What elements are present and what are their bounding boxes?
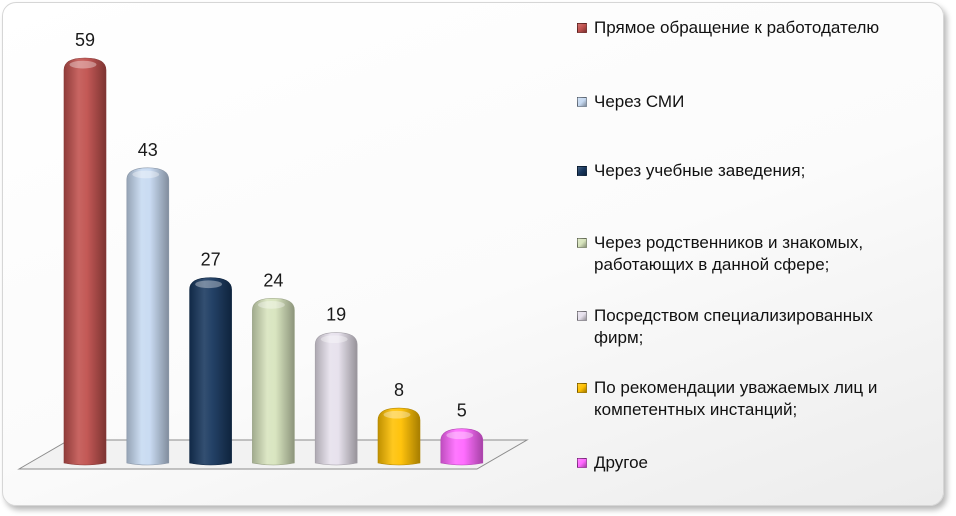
bar-highlight-5 bbox=[320, 335, 348, 344]
bar-highlight-7 bbox=[446, 431, 474, 440]
bar-highlight-4 bbox=[257, 301, 285, 309]
bar-1 bbox=[63, 57, 107, 466]
plot-area: 59 43 27 24 19 8 5 bbox=[17, 30, 529, 470]
legend-item-5: Посредством специализированных фирм; bbox=[577, 305, 924, 349]
bar-highlight-2 bbox=[132, 170, 160, 179]
bar-2 bbox=[126, 167, 170, 466]
bar-body-6 bbox=[377, 407, 421, 466]
bar-body-2 bbox=[126, 167, 170, 466]
legend-swatch-7 bbox=[577, 458, 587, 468]
legend-swatch-6 bbox=[577, 383, 587, 393]
bar-highlight-1 bbox=[69, 60, 97, 69]
legend-swatch-4 bbox=[577, 238, 587, 248]
bar-5 bbox=[314, 332, 358, 466]
bar-4 bbox=[252, 297, 295, 466]
bar-6 bbox=[377, 407, 421, 466]
bar-3 bbox=[189, 277, 232, 466]
legend-swatch-1 bbox=[577, 23, 587, 33]
legend-label-5: Посредством специализированных фирм; bbox=[594, 306, 873, 347]
legend-label-1: Прямое обращение к работодателю bbox=[594, 18, 880, 37]
legend-label-6: По рекомендации уважаемых лиц и компетен… bbox=[594, 378, 878, 419]
bar-body-1 bbox=[63, 57, 107, 466]
data-label-4: 24 bbox=[263, 270, 283, 290]
legend-swatch-2 bbox=[577, 97, 587, 107]
legend-item-3: Через учебные заведения; bbox=[577, 160, 924, 182]
legend-item-6: По рекомендации уважаемых лиц и компетен… bbox=[577, 377, 924, 421]
data-label-3: 27 bbox=[201, 250, 221, 270]
legend-label-2: Через СМИ bbox=[594, 92, 685, 111]
bar-7 bbox=[440, 428, 484, 466]
data-label-1: 59 bbox=[75, 30, 95, 50]
legend-item-2: Через СМИ bbox=[577, 91, 924, 113]
data-label-2: 43 bbox=[138, 140, 158, 160]
bar-highlight-6 bbox=[383, 410, 411, 419]
data-label-7: 5 bbox=[457, 401, 467, 421]
bar-highlight-3 bbox=[195, 280, 223, 289]
legend: Прямое обращение к работодателю Через СМИ… bbox=[577, 3, 937, 503]
legend-label-3: Через учебные заведения; bbox=[594, 161, 806, 180]
legend-swatch-3 bbox=[577, 166, 587, 176]
chart-frame: 59 43 27 24 19 8 5 Прямое обращение к работода… bbox=[2, 2, 944, 506]
legend-item-4: Через родственников и знакомых, работающ… bbox=[577, 232, 924, 276]
bar-body-4 bbox=[252, 297, 295, 466]
bar-body-5 bbox=[314, 332, 358, 466]
legend-label-7: Другое bbox=[594, 453, 649, 472]
legend-item-7: Другое bbox=[577, 452, 924, 474]
data-label-5: 19 bbox=[326, 305, 346, 325]
bar-body-3 bbox=[189, 277, 232, 466]
legend-swatch-5 bbox=[577, 311, 587, 321]
data-label-6: 8 bbox=[394, 380, 404, 400]
legend-label-4: Через родственников и знакомых, работающ… bbox=[594, 233, 864, 274]
legend-item-1: Прямое обращение к работодателю bbox=[577, 17, 924, 39]
bar-body-7 bbox=[440, 428, 484, 466]
